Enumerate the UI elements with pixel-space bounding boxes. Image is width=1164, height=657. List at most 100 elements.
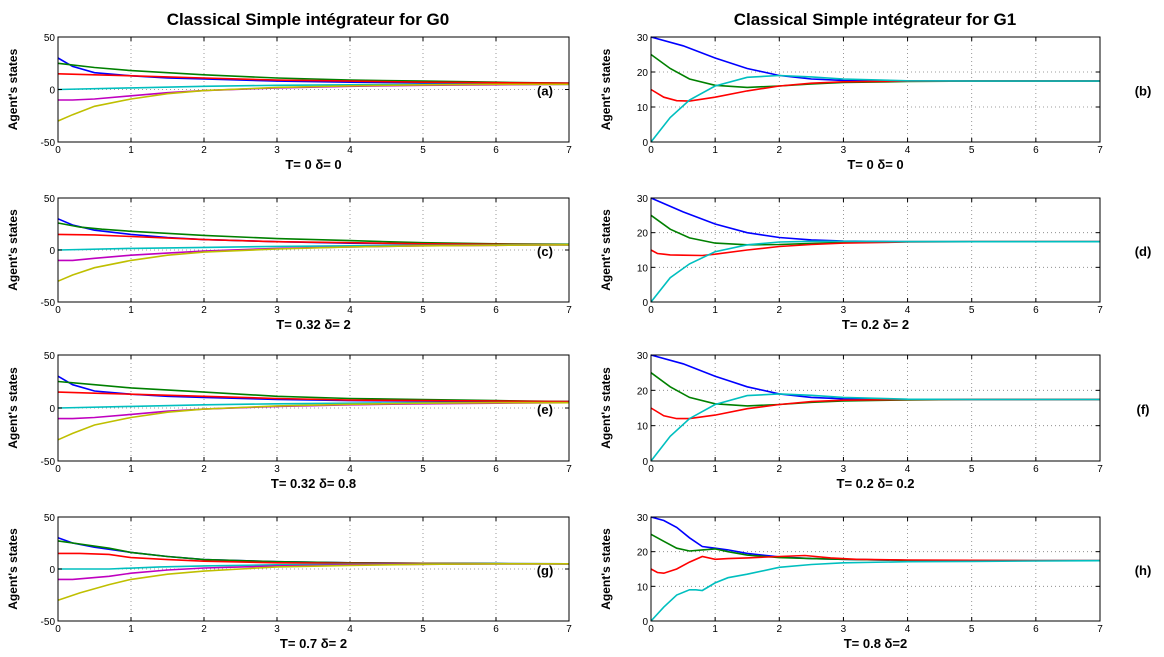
- axes-box: [650, 516, 1101, 622]
- y-tick-label: 10: [637, 263, 649, 274]
- y-axis-label: Agent's states: [599, 48, 613, 130]
- y-tick-label: 10: [637, 422, 649, 433]
- x-tick-label: 7: [566, 145, 572, 156]
- x-tick-label: 7: [1097, 305, 1103, 316]
- axes-box: [650, 197, 1101, 303]
- y-tick-label: 20: [637, 386, 649, 397]
- series-line-3: [57, 233, 570, 246]
- x-tick-label: 2: [201, 145, 207, 156]
- plot-area: [650, 197, 1101, 303]
- x-axis-label: T= 0.2 δ= 0.2: [837, 476, 915, 491]
- y-axis-label: Agent's states: [599, 528, 613, 610]
- x-tick-label: 5: [969, 305, 975, 316]
- plot-area: [650, 354, 1101, 462]
- series-line-4: [650, 74, 1100, 143]
- x-tick-label: 4: [347, 305, 353, 316]
- x-tick-label: 5: [420, 145, 426, 156]
- x-tick-label: 0: [648, 305, 654, 316]
- x-tick-label: 2: [201, 305, 207, 316]
- x-tick-label: 4: [347, 464, 353, 475]
- y-tick-label: 30: [637, 33, 649, 44]
- y-tick-label: 20: [637, 229, 649, 240]
- x-tick-label: 3: [841, 624, 847, 635]
- plot-area: [57, 516, 570, 622]
- y-tick-label: 50: [44, 513, 56, 524]
- y-tick-label: 0: [49, 565, 55, 576]
- y-tick-label: 0: [49, 86, 55, 97]
- panel-b: 0 1 2 3 4 5 6 7 0 10 20 30 T= 0 δ= 0 Agent's states (b…: [599, 33, 1151, 172]
- x-tick-label: 6: [1033, 145, 1039, 156]
- x-tick-label: 3: [841, 305, 847, 316]
- y-axis-label: Agent's states: [599, 209, 613, 291]
- y-tick-label: 10: [637, 582, 649, 593]
- x-tick-label: 3: [274, 305, 280, 316]
- y-tick-label: 30: [637, 513, 649, 524]
- y-tick-label: 0: [642, 457, 648, 468]
- plot-area: [650, 516, 1101, 622]
- x-tick-label: 5: [969, 464, 975, 475]
- x-tick-label: 0: [648, 145, 654, 156]
- column-title-g1: Classical Simple intégrateur for G1: [734, 10, 1016, 29]
- series-line-3: [57, 73, 570, 84]
- panel-label-f: (f): [1137, 402, 1150, 417]
- y-tick-label: -50: [41, 617, 56, 628]
- x-tick-label: 4: [905, 145, 911, 156]
- y-axis-label: Agent's states: [6, 48, 20, 130]
- axes-box: [650, 354, 1101, 462]
- axes-box: [650, 36, 1101, 143]
- y-axis-label: Agent's states: [599, 367, 613, 449]
- x-tick-label: 3: [274, 464, 280, 475]
- x-tick-label: 4: [905, 624, 911, 635]
- x-tick-label: 3: [841, 145, 847, 156]
- x-tick-label: 1: [712, 145, 718, 156]
- y-tick-label: 50: [44, 33, 56, 44]
- x-axis-label: T= 0.7 δ= 2: [280, 636, 347, 651]
- series-line-4: [650, 393, 1100, 462]
- x-tick-label: 7: [1097, 145, 1103, 156]
- x-tick-label: 5: [969, 624, 975, 635]
- x-tick-label: 3: [274, 624, 280, 635]
- x-axis-label: T= 0 δ= 0: [285, 157, 341, 172]
- panel-f: 0 1 2 3 4 5 6 7 0 10 20 30 T= 0.2 δ= 0.2 Agent's stat…: [599, 351, 1150, 491]
- x-tick-label: 0: [648, 624, 654, 635]
- y-tick-label: -50: [41, 457, 56, 468]
- y-tick-label: -50: [41, 298, 56, 309]
- panel-d: 0 1 2 3 4 5 6 7 0 10 20 30 T= 0.2 δ= 2 Agent's states…: [599, 194, 1151, 332]
- x-tick-label: 1: [712, 305, 718, 316]
- series-line-6: [57, 244, 570, 282]
- x-tick-label: 4: [905, 464, 911, 475]
- y-tick-label: 20: [637, 68, 649, 79]
- panel-label-c: (c): [537, 244, 553, 259]
- x-tick-label: 0: [55, 464, 61, 475]
- x-tick-label: 6: [1033, 624, 1039, 635]
- series-line-3: [650, 554, 1100, 575]
- plot-area: [57, 36, 570, 143]
- x-tick-label: 0: [648, 464, 654, 475]
- panel-label-e: (e): [537, 402, 553, 417]
- x-tick-label: 6: [1033, 305, 1039, 316]
- y-tick-label: 30: [637, 194, 649, 205]
- x-tick-label: 1: [128, 145, 134, 156]
- x-tick-label: 3: [274, 145, 280, 156]
- y-tick-label: 0: [49, 246, 55, 257]
- x-axis-label: T= 0 δ= 0: [847, 157, 903, 172]
- x-tick-label: 2: [201, 624, 207, 635]
- x-tick-label: 6: [1033, 464, 1039, 475]
- x-axis-label: T= 0.32 δ= 2: [276, 317, 350, 332]
- x-tick-label: 2: [201, 464, 207, 475]
- panel-h: 0 1 2 3 4 5 6 7 0 10 20 30 T= 0.8 δ=2 Agent's states (…: [599, 513, 1151, 651]
- series-line-6: [57, 562, 569, 601]
- x-tick-label: 5: [420, 464, 426, 475]
- y-tick-label: 10: [637, 103, 649, 114]
- y-tick-label: 50: [44, 351, 56, 362]
- y-tick-label: -50: [41, 138, 56, 149]
- y-tick-label: 30: [637, 351, 649, 362]
- panel-label-g: (g): [537, 563, 554, 578]
- panel-label-a: (a): [537, 84, 553, 99]
- x-tick-label: 6: [493, 305, 499, 316]
- x-tick-label: 2: [777, 624, 783, 635]
- x-tick-label: 2: [777, 464, 783, 475]
